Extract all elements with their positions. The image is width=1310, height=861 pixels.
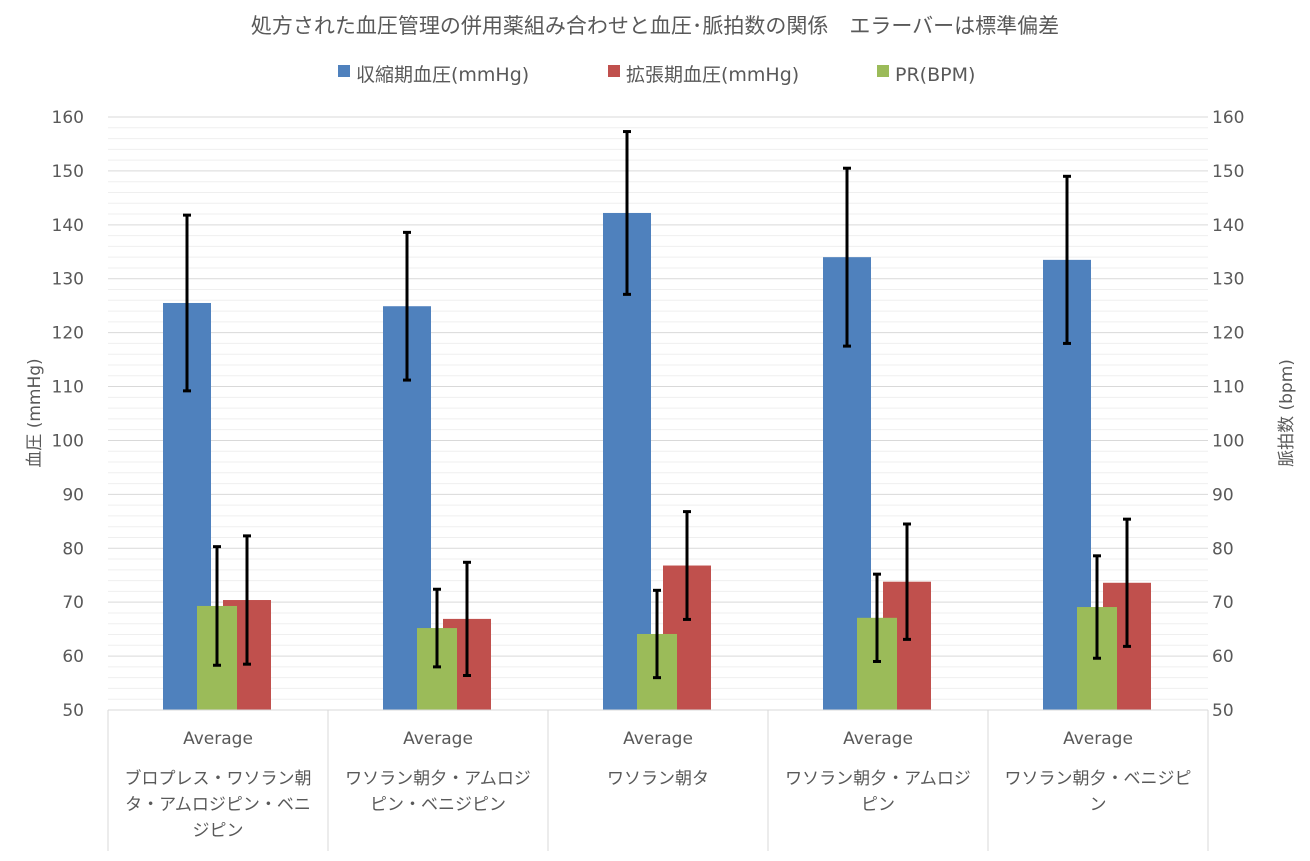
category-label: ピン・ベニジピン — [370, 795, 506, 815]
legend-label: PR(BPM) — [895, 64, 975, 86]
y-tick-label-right: 90 — [1212, 485, 1234, 505]
category-label: タ・アムロジピン・ベニ — [125, 795, 311, 815]
category-label: ン — [1090, 795, 1107, 815]
y-tick-label-left: 100 — [52, 431, 84, 451]
category-label: ワソラン朝夕・アムロジ — [785, 769, 971, 789]
category-label: ブロプレス・ワソラン朝 — [125, 768, 312, 789]
y-tick-label-left: 160 — [52, 108, 84, 128]
y-tick-label-left: 60 — [62, 647, 84, 667]
category-label: ジピン — [193, 821, 244, 841]
y-tick-label-right: 100 — [1212, 431, 1244, 451]
y-tick-label-left: 80 — [62, 539, 84, 559]
legend-swatch — [877, 65, 889, 77]
y-tick-label-right: 160 — [1212, 108, 1244, 128]
category-sublabel: Average — [623, 729, 693, 749]
category-sublabel: Average — [843, 729, 913, 749]
category-label: ワソラン朝タ — [607, 769, 709, 789]
legend-swatch — [338, 65, 350, 77]
legend-label: 収縮期血圧(mmHg) — [356, 64, 529, 86]
y-tick-label-left: 130 — [52, 270, 84, 290]
y-tick-label-right: 80 — [1212, 539, 1234, 559]
y-axis-title-right: 脈拍数 (bpm) — [1277, 359, 1297, 467]
y-tick-label-right: 120 — [1212, 324, 1244, 344]
category-label: ピン — [861, 795, 895, 815]
category-sublabel: Average — [1063, 729, 1133, 749]
y-tick-label-right: 140 — [1212, 216, 1244, 236]
y-tick-label-right: 110 — [1212, 378, 1244, 398]
category-sublabel: Average — [403, 729, 473, 749]
gridlines — [108, 116, 1208, 711]
error-bars — [183, 130, 1131, 680]
y-tick-label-left: 90 — [62, 485, 84, 505]
legend-swatch — [608, 65, 620, 77]
category-label: ワソラン朝夕・ベニジピ — [1005, 769, 1192, 789]
category-label: ワソラン朝夕・アムロジ — [345, 769, 531, 789]
y-tick-label-right: 150 — [1212, 162, 1244, 182]
y-axis-title-left: 血圧 (mmHg) — [25, 358, 45, 467]
category-sublabel: Average — [183, 729, 253, 749]
y-tick-label-left: 50 — [62, 701, 84, 721]
y-tick-label-right: 60 — [1212, 647, 1234, 667]
y-tick-label-right: 50 — [1212, 701, 1234, 721]
axes: 50 50 60 60 70 70 80 80 90 90 100 100 110 110 120 120 13… — [52, 108, 1244, 851]
y-tick-label-left: 140 — [52, 216, 84, 236]
legend: 収縮期血圧(mmHg) 拡張期血圧(mmHg) PR(BPM) — [338, 64, 975, 86]
y-tick-label-right: 130 — [1212, 270, 1244, 290]
y-tick-label-left: 70 — [62, 593, 84, 613]
y-tick-label-left: 110 — [52, 378, 84, 398]
legend-label: 拡張期血圧(mmHg) — [626, 64, 799, 86]
y-tick-label-left: 120 — [52, 324, 84, 344]
y-tick-label-right: 70 — [1212, 593, 1234, 613]
y-tick-label-left: 150 — [52, 162, 84, 182]
chart-title: 処方された血圧管理の併用薬組み合わせと血圧･脈拍数の関係 エラーバーは標準偏差 — [251, 14, 1059, 38]
